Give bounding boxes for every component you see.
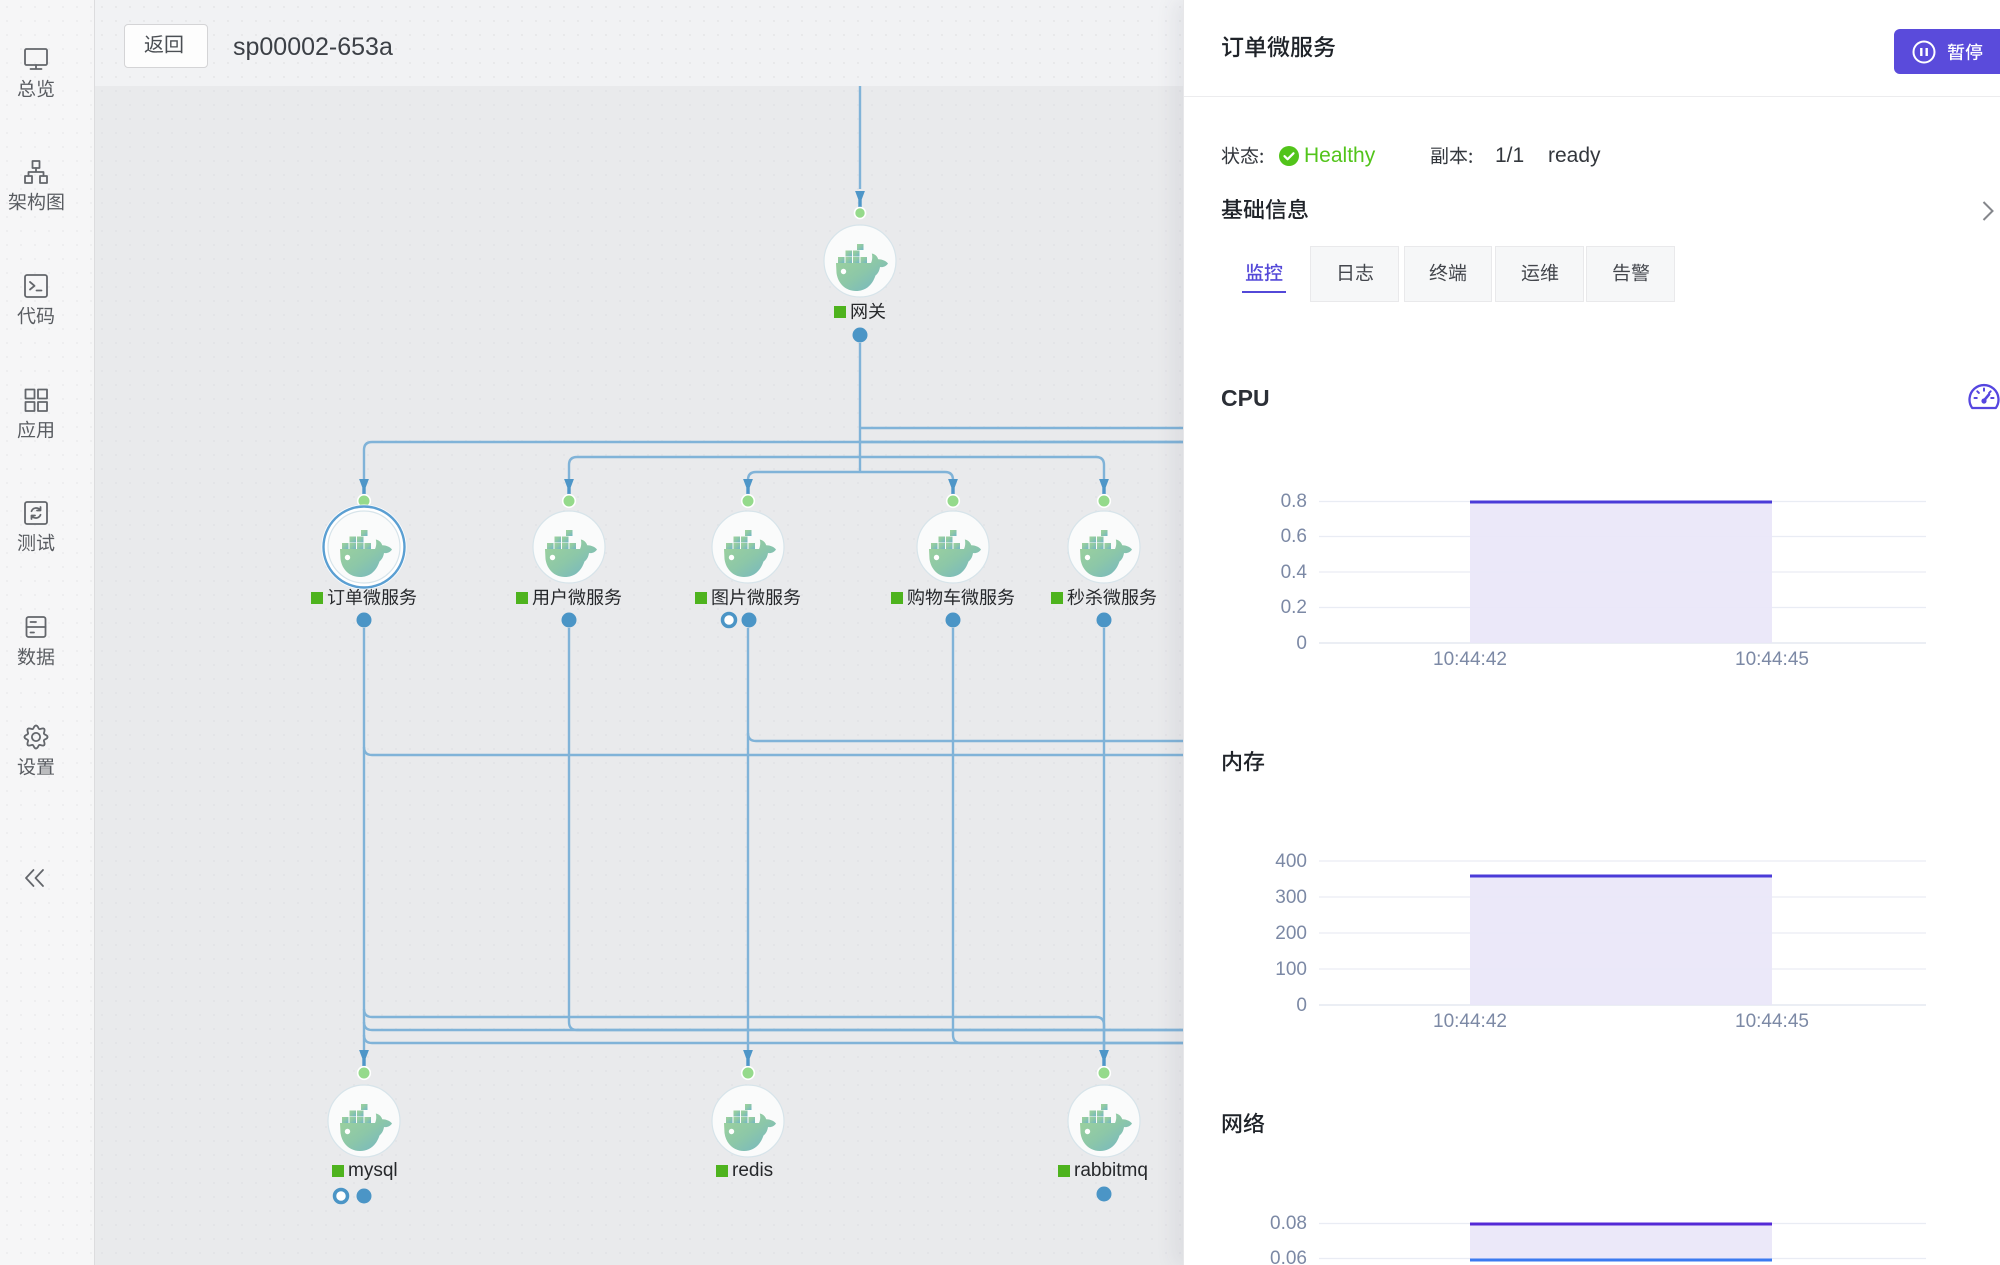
svg-text:0.06: 0.06: [1270, 1248, 1307, 1265]
svg-text:200: 200: [1275, 923, 1307, 944]
svg-text:10:44:45: 10:44:45: [1735, 1011, 1809, 1032]
svg-text:300: 300: [1275, 887, 1307, 908]
svg-text:0.6: 0.6: [1281, 526, 1307, 547]
svg-text:0.4: 0.4: [1281, 562, 1308, 583]
svg-text:0: 0: [1296, 995, 1307, 1016]
svg-text:0.2: 0.2: [1281, 597, 1307, 618]
svg-text:10:44:42: 10:44:42: [1433, 649, 1507, 670]
svg-text:400: 400: [1275, 851, 1307, 872]
svg-text:0: 0: [1296, 633, 1307, 654]
svg-text:0.08: 0.08: [1270, 1213, 1307, 1234]
svg-text:10:44:42: 10:44:42: [1433, 1011, 1507, 1032]
svg-text:10:44:45: 10:44:45: [1735, 649, 1809, 670]
svg-text:100: 100: [1275, 959, 1307, 980]
svg-text:0.8: 0.8: [1281, 491, 1307, 512]
